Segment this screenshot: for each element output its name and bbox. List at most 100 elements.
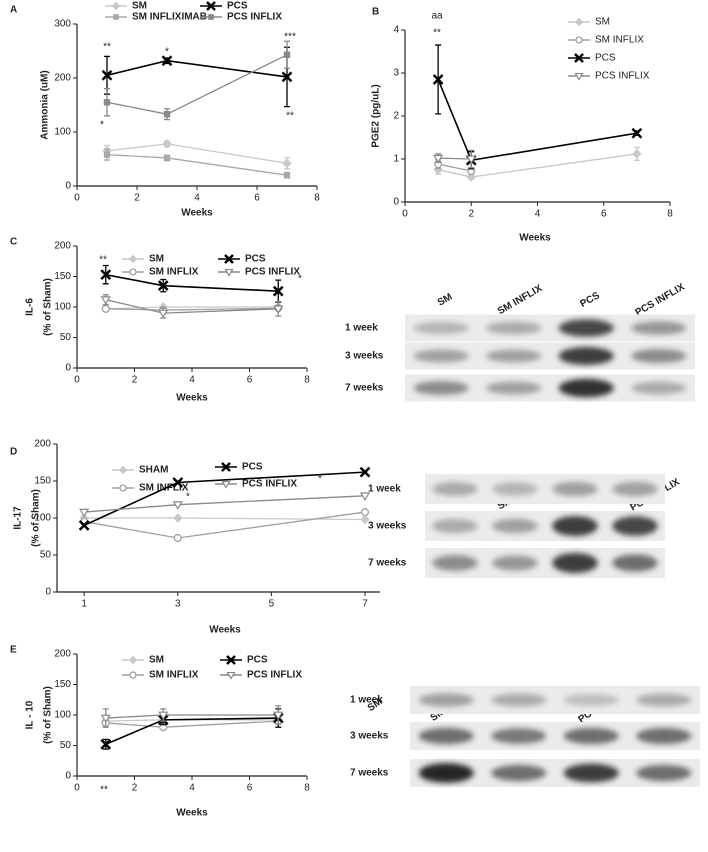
- legend-entry: PCS INFLIX: [200, 12, 282, 23]
- y-axis-label: (% of Sham): [43, 278, 54, 336]
- legend-entry: SM INFLIX: [568, 35, 644, 46]
- x-tick-label: 8: [304, 783, 310, 794]
- marker: [119, 484, 127, 492]
- y-tick-label: 0: [65, 771, 71, 782]
- marker: [224, 268, 234, 277]
- x-tick-label: 8: [667, 209, 673, 220]
- legend-entry: PCS: [218, 254, 266, 265]
- y-tick-label: 2: [393, 111, 399, 122]
- blot-band: [612, 516, 658, 536]
- x-tick-label: 5: [269, 599, 275, 610]
- legend-label: PCS: [227, 1, 248, 12]
- legend-entry: PCS INFLIX: [220, 670, 302, 681]
- legend-label: SM: [149, 655, 164, 666]
- x-tick-label: 4: [535, 209, 541, 220]
- blot-band: [418, 727, 474, 745]
- marker: [283, 51, 291, 58]
- marker: [631, 127, 643, 139]
- chart-panel: E 0 50 100 150 200 0 2 4 6 8 IL - 10 (% of Sham) Week…: [10, 645, 310, 819]
- y-tick-label: 0: [65, 363, 71, 374]
- panel-letter: B: [372, 7, 379, 18]
- marker: [359, 492, 371, 501]
- marker: [282, 158, 292, 169]
- marker: [283, 172, 291, 179]
- annotation: *: [298, 274, 302, 285]
- annotation: *: [165, 47, 169, 58]
- series-line: [105, 714, 279, 719]
- legend-label: PCS INFLIX: [595, 71, 650, 82]
- legend-entry: SM: [568, 17, 610, 28]
- y-tick-label: 50: [60, 332, 72, 343]
- blot-band: [631, 321, 687, 335]
- x-tick-label: 2: [132, 783, 138, 794]
- marker: [163, 154, 171, 162]
- blot-band: [492, 555, 538, 571]
- y-tick-label: 200: [34, 439, 51, 450]
- y-tick-label: 50: [60, 740, 72, 751]
- blot-band: [631, 348, 687, 364]
- y-tick-label: 150: [54, 271, 71, 282]
- blot-band: [612, 554, 658, 572]
- marker: [359, 466, 371, 478]
- y-tick-label: 100: [54, 302, 71, 313]
- blot-band: [491, 728, 547, 744]
- y-axis-label: PGE2 (pg/uL): [371, 84, 382, 147]
- series-line: [105, 720, 279, 728]
- legend-label: SM INFLIX: [149, 670, 199, 681]
- legend-label: SM INFLIX: [595, 35, 644, 46]
- marker: [111, 1, 121, 11]
- blot-band: [492, 518, 538, 534]
- blot-row-label: 1 week: [350, 695, 383, 706]
- blot-row-label: 3 weeks: [345, 351, 384, 362]
- series-line: [438, 157, 472, 160]
- blot-band: [552, 516, 598, 536]
- marker: [163, 110, 171, 118]
- legend-entry: SHAM: [112, 465, 168, 476]
- blot-band: [486, 381, 542, 395]
- y-tick-label: 300: [54, 19, 71, 30]
- legend-label: SM: [149, 254, 164, 265]
- blot-band: [413, 349, 469, 363]
- series-line: [437, 163, 472, 172]
- marker: [101, 304, 110, 313]
- x-tick-label: 2: [468, 209, 474, 220]
- marker: [113, 14, 119, 20]
- blot-band: [612, 481, 658, 497]
- x-axis-label: Weeks: [176, 808, 208, 819]
- blot-band: [563, 763, 619, 783]
- marker: [433, 154, 444, 164]
- blot-row-label: 3 weeks: [368, 521, 407, 532]
- blot-column-label: PCS: [578, 290, 602, 310]
- legend-label: SM: [132, 1, 147, 12]
- marker: [360, 514, 370, 525]
- series-line: [84, 495, 366, 513]
- marker: [100, 296, 111, 305]
- annotation: **: [286, 111, 294, 122]
- blot-band: [486, 349, 542, 363]
- annotation: *: [318, 474, 322, 485]
- marker: [360, 508, 370, 517]
- x-tick-label: 2: [134, 193, 140, 204]
- x-tick-label: 0: [402, 209, 408, 220]
- legend-entry: PCS: [215, 462, 263, 473]
- blot-row-label: 1 week: [345, 323, 378, 334]
- legend-entry: PCS INFLIX: [218, 267, 300, 278]
- marker: [574, 72, 584, 81]
- marker: [221, 462, 231, 472]
- blot-row-label: 7 weeks: [350, 768, 389, 779]
- annotation: ***: [284, 32, 296, 43]
- marker: [226, 655, 236, 665]
- x-tick-label: 4: [189, 375, 195, 386]
- x-tick-label: 6: [247, 783, 253, 794]
- blot-band: [636, 693, 692, 707]
- y-tick-label: 4: [393, 25, 399, 36]
- panel-letter: E: [10, 645, 17, 656]
- blot-band: [432, 518, 478, 534]
- blot-column-label: PCS INFLIX: [633, 281, 686, 318]
- series-line: [437, 79, 638, 162]
- marker: [172, 501, 183, 510]
- marker: [79, 508, 90, 518]
